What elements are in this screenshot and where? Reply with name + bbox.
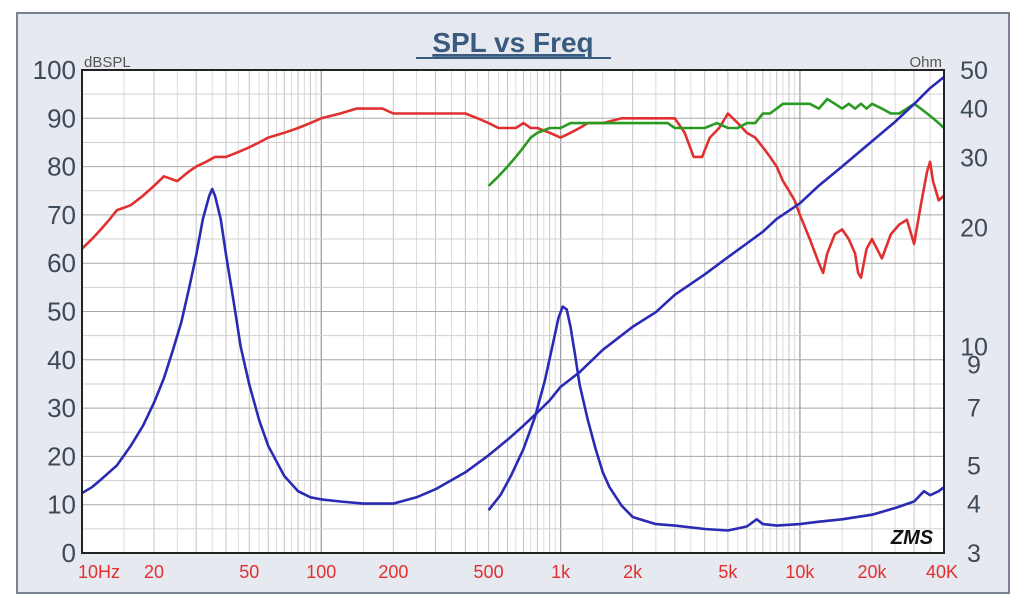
x-tick-label: 100 bbox=[306, 562, 336, 582]
y-left-tick-label: 0 bbox=[62, 538, 76, 568]
x-tick-label: 500 bbox=[474, 562, 504, 582]
y-right-tick-label: 10 bbox=[960, 333, 988, 361]
y-right-tick-label: 20 bbox=[960, 214, 988, 242]
x-tick-label: 40K bbox=[926, 562, 958, 582]
y-left-tick-label: 60 bbox=[47, 248, 76, 278]
chart-title: SPL vs Freq bbox=[432, 27, 593, 58]
y-left-tick-label: 100 bbox=[33, 55, 76, 85]
x-tick-label: 2k bbox=[623, 562, 643, 582]
grid-lines bbox=[81, 69, 945, 554]
plot-border bbox=[81, 69, 945, 554]
y-left-tick-label: 20 bbox=[47, 441, 76, 471]
y-left-tick-label: 40 bbox=[47, 345, 76, 375]
y-right-tick-label: 40 bbox=[960, 95, 988, 123]
watermark: ZMS bbox=[890, 527, 934, 549]
y-right-tick-label: 50 bbox=[960, 57, 988, 85]
y-axis-left-ticks: 0 10 20 30 40 50 60 70 80 90 100 bbox=[33, 55, 76, 568]
x-tick-label: 10Hz bbox=[78, 562, 120, 582]
x-tick-label: 5k bbox=[718, 562, 738, 582]
y-right-tick-label: 4 bbox=[967, 491, 981, 519]
y-left-tick-label: 70 bbox=[47, 200, 76, 230]
left-axis-unit: dBSPL bbox=[84, 54, 131, 71]
series-line-3 bbox=[82, 75, 944, 505]
y-right-tick-label: 30 bbox=[960, 145, 988, 173]
y-right-tick-label: 7 bbox=[967, 395, 981, 423]
x-tick-label: 1k bbox=[551, 562, 571, 582]
series-group bbox=[82, 75, 944, 532]
x-tick-label: 200 bbox=[378, 562, 408, 582]
y-left-tick-label: 80 bbox=[47, 152, 76, 182]
y-right-tick-label: 5 bbox=[967, 452, 981, 480]
x-tick-label: 50 bbox=[239, 562, 259, 582]
y-left-tick-label: 50 bbox=[47, 297, 76, 327]
y-left-tick-label: 30 bbox=[47, 393, 76, 423]
x-axis-ticks: 10Hz 20 50 100 200 500 1k 2k 5k 10k 20k 40K bbox=[78, 562, 958, 582]
y-right-tick-label: 3 bbox=[967, 540, 981, 568]
right-axis-unit: Ohm bbox=[909, 54, 942, 71]
series-line-4 bbox=[487, 305, 944, 532]
series-line-2 bbox=[487, 97, 944, 187]
x-tick-label: 20k bbox=[857, 562, 887, 582]
x-tick-label: 10k bbox=[785, 562, 815, 582]
y-left-tick-label: 90 bbox=[47, 103, 76, 133]
y-left-tick-label: 10 bbox=[47, 490, 76, 520]
x-tick-label: 20 bbox=[144, 562, 164, 582]
y-axis-right-ticks: 50 40 30 20 109 7 5 4 3 bbox=[960, 57, 988, 568]
y-right-tick-label: 9 bbox=[967, 351, 981, 379]
